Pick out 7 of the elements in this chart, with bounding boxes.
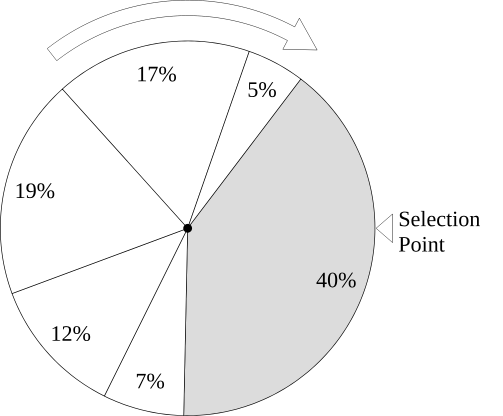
data-label: 7% bbox=[136, 374, 164, 389]
data-label: 12% bbox=[52, 326, 90, 342]
text: Selection Point bbox=[398, 210, 480, 252]
data-label: 5% bbox=[248, 82, 276, 98]
data-label: 17% bbox=[138, 66, 176, 82]
data-label: 40% bbox=[316, 272, 356, 288]
data-label: 19% bbox=[16, 183, 54, 198]
